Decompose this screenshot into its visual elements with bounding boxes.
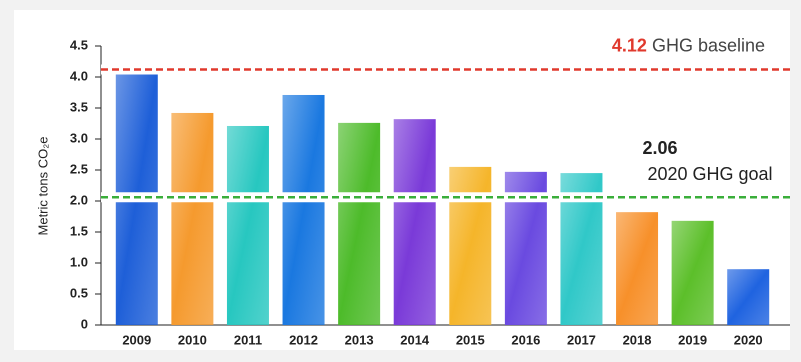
bar <box>671 220 714 325</box>
x-tick-label: 2016 <box>511 332 540 347</box>
bar <box>616 212 659 325</box>
y-tick-label: 4.5 <box>70 37 88 52</box>
x-tick-label: 2012 <box>289 332 318 347</box>
bar <box>226 125 269 325</box>
y-tick-label: 0.5 <box>70 285 88 300</box>
reference-label: 2020 GHG goal <box>647 164 772 184</box>
y-tick-label: 0 <box>81 316 88 331</box>
x-tick-label: 2009 <box>122 332 151 347</box>
x-tick-label: 2014 <box>400 332 430 347</box>
y-tick-label: 3.0 <box>70 130 88 145</box>
x-tick-label: 2015 <box>456 332 485 347</box>
x-tick-label: 2020 <box>734 332 763 347</box>
y-tick-label: 1.0 <box>70 254 88 269</box>
y-tick-label: 2.5 <box>70 161 88 176</box>
y-tick-label: 2.0 <box>70 192 88 207</box>
x-tick-label: 2018 <box>623 332 652 347</box>
y-tick-label: 3.5 <box>70 99 88 114</box>
x-tick-label: 2010 <box>178 332 207 347</box>
y-tick-label: 1.5 <box>70 223 88 238</box>
reference-value: 4.12 <box>612 35 647 55</box>
reference-label: GHG baseline <box>652 35 765 55</box>
x-tick-label: 2017 <box>567 332 596 347</box>
bar <box>171 112 214 326</box>
bar <box>282 94 325 325</box>
x-tick-label: 2011 <box>234 332 262 347</box>
bar <box>727 269 770 325</box>
bar <box>338 122 381 325</box>
bar <box>393 119 436 325</box>
reference-value: 2.06 <box>642 138 677 158</box>
reference-annotation: 4.12 GHG baseline <box>612 35 765 55</box>
y-tick-label: 4.0 <box>70 68 88 83</box>
x-tick-label: 2013 <box>345 332 374 347</box>
y-axis-label: Metric tons CO₂e <box>35 137 50 236</box>
x-tick-label: 2019 <box>678 332 707 347</box>
bar <box>449 166 492 325</box>
